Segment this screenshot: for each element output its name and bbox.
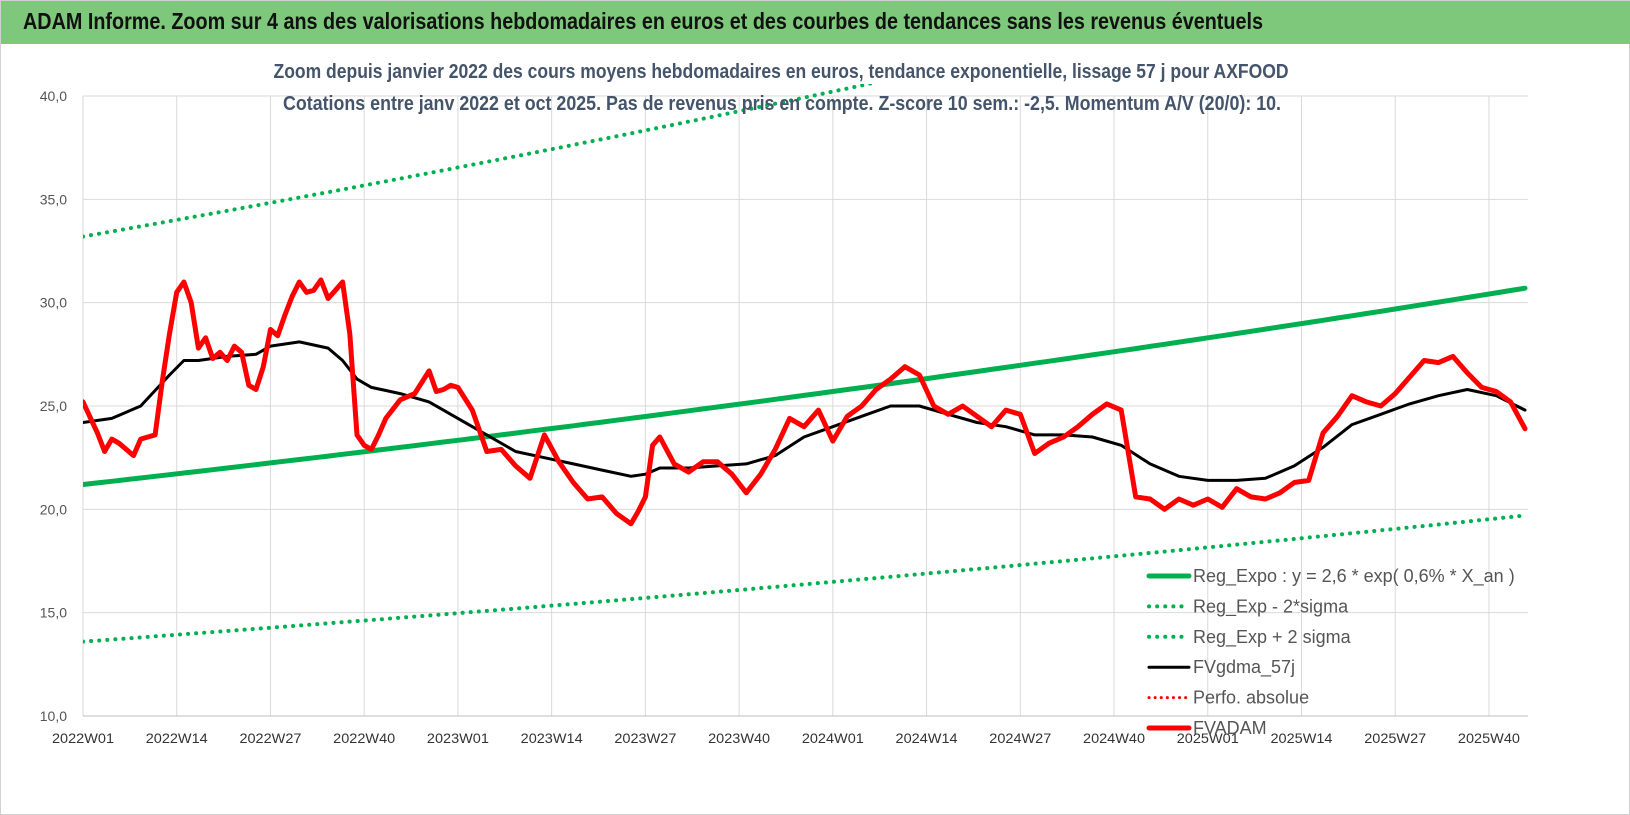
- x-tick-label: 2024W27: [989, 730, 1051, 746]
- series-line-6: [83, 280, 1525, 524]
- legend-label: Reg_Exp - 2*sigma: [1193, 596, 1349, 617]
- x-tick-labels: 2022W01 2022W14 2022W27 2022W40 2023W01 2023W…: [52, 730, 1520, 746]
- x-tick-label: 2023W40: [708, 730, 770, 746]
- y-tick-labels: 10,0 15,0 20,0 25,0 30,0 35,0 40,0: [40, 88, 67, 724]
- trend-chart: 10,015,020,025,030,035,040,0 2022W01 2022…: [1, 44, 1629, 814]
- x-tick-label: 2023W14: [521, 730, 583, 746]
- x-tick-label: 2024W40: [1083, 730, 1145, 746]
- x-tick-label: 2024W14: [896, 730, 958, 746]
- chart-subtitle-line-1: Zoom depuis janvier 2022 des cours moyen…: [274, 61, 1289, 83]
- chart-subtitle-line-2: Cotations entre janv 2022 et oct 2025. P…: [283, 93, 1281, 115]
- x-tick-label: 2025W27: [1364, 730, 1426, 746]
- y-tick-label: 35,0: [40, 191, 67, 207]
- x-tick-label: 2024W01: [802, 730, 864, 746]
- legend-label: Reg_Exp + 2 sigma: [1193, 627, 1352, 648]
- y-tick-label: 40,0: [40, 88, 67, 104]
- x-tick-label: 2022W40: [333, 730, 395, 746]
- legend: Reg_Expo : y = 2,6 * exp( 0,6% * X_an ) R…: [1149, 566, 1515, 738]
- x-tick-label: 2023W27: [614, 730, 676, 746]
- y-tick-label: 15,0: [40, 605, 67, 621]
- x-tick-label: 2023W01: [427, 730, 489, 746]
- x-tick-label: 2025W14: [1270, 730, 1332, 746]
- x-tick-label: 2022W01: [52, 730, 114, 746]
- y-gridlines: [83, 96, 1528, 613]
- chart-subtitle: Zoom depuis janvier 2022 des cours moyen…: [274, 61, 1289, 115]
- legend-label: Perfo. absolue: [1193, 688, 1309, 708]
- x-tick-label: 2022W27: [239, 730, 301, 746]
- y-tick-label: 25,0: [40, 398, 67, 414]
- x-tick-label: 2025W40: [1458, 730, 1520, 746]
- legend-label: Reg_Expo : y = 2,6 * exp( 0,6% * X_an ): [1193, 566, 1515, 587]
- header-title: ADAM Informe. Zoom sur 4 ans des valoris…: [23, 8, 1263, 35]
- legend-label: FVADAM: [1193, 718, 1267, 738]
- y-tick-label: 20,0: [40, 501, 67, 517]
- y-tick-label: 10,0: [40, 708, 67, 724]
- series-layer: [83, 44, 1525, 642]
- y-tick-label: 30,0: [40, 295, 67, 311]
- header-bar: ADAM Informe. Zoom sur 4 ans des valoris…: [1, 1, 1630, 44]
- legend-label: FVgdma_57j: [1193, 657, 1295, 678]
- x-tick-label: 2022W14: [146, 730, 208, 746]
